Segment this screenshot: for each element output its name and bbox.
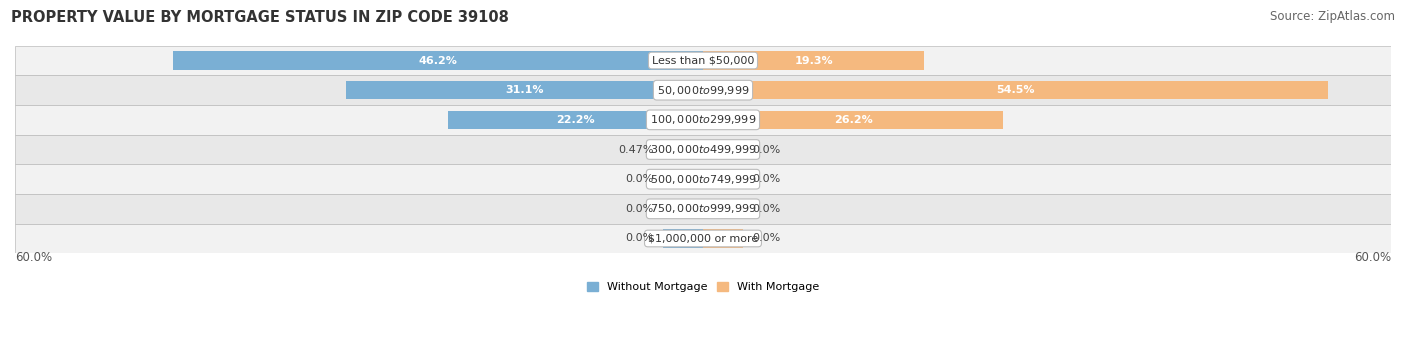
Bar bbox=[15, 46, 1391, 75]
Text: 19.3%: 19.3% bbox=[794, 56, 832, 65]
Bar bbox=[15, 135, 1391, 164]
Text: $300,000 to $499,999: $300,000 to $499,999 bbox=[650, 143, 756, 156]
Bar bbox=[703, 229, 744, 248]
Text: 0.0%: 0.0% bbox=[752, 174, 780, 184]
Text: 0.0%: 0.0% bbox=[752, 204, 780, 214]
Bar bbox=[703, 170, 744, 188]
Bar bbox=[15, 194, 1391, 224]
Bar bbox=[703, 110, 1004, 129]
Bar bbox=[703, 140, 744, 159]
Bar bbox=[173, 51, 703, 70]
Legend: Without Mortgage, With Mortgage: Without Mortgage, With Mortgage bbox=[586, 281, 820, 294]
Bar bbox=[662, 229, 703, 248]
Text: 54.5%: 54.5% bbox=[997, 85, 1035, 95]
Text: 0.0%: 0.0% bbox=[626, 174, 654, 184]
Text: 0.0%: 0.0% bbox=[626, 204, 654, 214]
Text: PROPERTY VALUE BY MORTGAGE STATUS IN ZIP CODE 39108: PROPERTY VALUE BY MORTGAGE STATUS IN ZIP… bbox=[11, 10, 509, 25]
Text: 60.0%: 60.0% bbox=[1354, 251, 1391, 264]
Bar bbox=[662, 199, 703, 218]
Bar bbox=[662, 140, 703, 159]
Text: 0.0%: 0.0% bbox=[752, 145, 780, 154]
Bar bbox=[703, 199, 744, 218]
Text: 26.2%: 26.2% bbox=[834, 115, 873, 125]
Text: 31.1%: 31.1% bbox=[505, 85, 544, 95]
Text: 60.0%: 60.0% bbox=[15, 251, 52, 264]
Text: $750,000 to $999,999: $750,000 to $999,999 bbox=[650, 202, 756, 215]
Text: $50,000 to $99,999: $50,000 to $99,999 bbox=[657, 84, 749, 97]
Text: Source: ZipAtlas.com: Source: ZipAtlas.com bbox=[1270, 10, 1395, 23]
Text: Less than $50,000: Less than $50,000 bbox=[652, 56, 754, 65]
Text: 0.0%: 0.0% bbox=[626, 234, 654, 243]
Bar bbox=[449, 110, 703, 129]
Bar bbox=[15, 164, 1391, 194]
Text: 46.2%: 46.2% bbox=[419, 56, 457, 65]
Text: $1,000,000 or more: $1,000,000 or more bbox=[648, 234, 758, 243]
Text: $100,000 to $299,999: $100,000 to $299,999 bbox=[650, 113, 756, 127]
Text: 0.47%: 0.47% bbox=[619, 145, 654, 154]
Bar bbox=[15, 105, 1391, 135]
Bar bbox=[703, 81, 1327, 99]
Bar bbox=[15, 224, 1391, 253]
Bar bbox=[662, 170, 703, 188]
Text: $500,000 to $749,999: $500,000 to $749,999 bbox=[650, 173, 756, 186]
Text: 0.0%: 0.0% bbox=[752, 234, 780, 243]
Bar bbox=[703, 51, 924, 70]
Bar bbox=[346, 81, 703, 99]
Bar bbox=[15, 75, 1391, 105]
Text: 22.2%: 22.2% bbox=[557, 115, 595, 125]
